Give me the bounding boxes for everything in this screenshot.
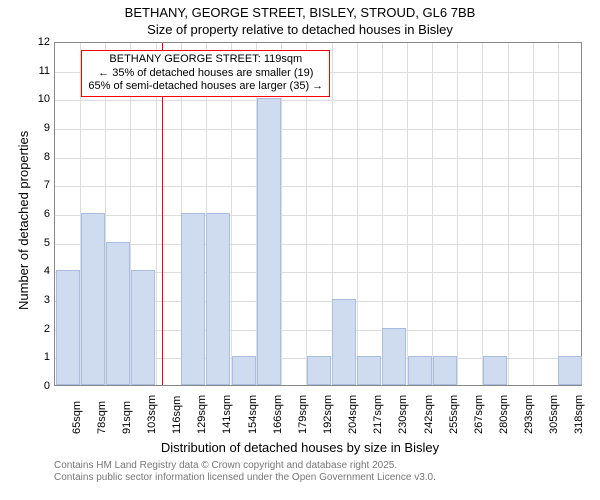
xtick-label: 91sqm <box>121 401 133 434</box>
gridline-v <box>533 43 534 385</box>
xtick-label: 267sqm <box>473 395 485 434</box>
xtick-label: 255sqm <box>448 395 460 434</box>
gridline-v <box>457 43 458 385</box>
xtick-label: 141sqm <box>221 395 233 434</box>
chart-title-line1: BETHANY, GEORGE STREET, BISLEY, STROUD, … <box>0 5 600 22</box>
gridline-v <box>482 43 483 385</box>
ytick-label: 11 <box>20 65 50 77</box>
ytick-label: 4 <box>20 265 50 277</box>
ytick-label: 12 <box>20 36 50 48</box>
gridline-v <box>558 43 559 385</box>
bar <box>131 270 155 385</box>
bar <box>382 328 406 385</box>
bar <box>106 242 130 385</box>
xtick-label: 305sqm <box>548 395 560 434</box>
xtick-label: 78sqm <box>96 401 108 434</box>
annotation-line3: 65% of semi-detached houses are larger (… <box>88 80 323 94</box>
xtick-label: 318sqm <box>573 395 585 434</box>
bar <box>307 356 331 385</box>
gridline-v <box>357 43 358 385</box>
xtick-label: 116sqm <box>171 396 183 434</box>
xtick-label: 204sqm <box>347 395 359 434</box>
bar <box>206 213 230 385</box>
bar <box>232 356 256 385</box>
xtick-label: 103sqm <box>146 395 158 434</box>
footnote-line2: Contains public sector information licen… <box>54 472 436 484</box>
footnote-line1: Contains HM Land Registry data © Crown c… <box>54 460 436 472</box>
plot-area: BETHANY GEORGE STREET: 119sqm ← 35% of d… <box>54 42 582 386</box>
ytick-label: 9 <box>20 122 50 134</box>
xtick-label: 192sqm <box>322 395 334 434</box>
xaxis-title: Distribution of detached houses by size … <box>0 440 600 455</box>
bar <box>558 356 582 385</box>
xtick-label: 129sqm <box>196 395 208 434</box>
ytick-label: 0 <box>20 380 50 392</box>
gridline-h <box>55 215 581 216</box>
gridline-v <box>407 43 408 385</box>
xtick-label: 65sqm <box>71 401 83 434</box>
bar <box>81 213 105 385</box>
ytick-label: 7 <box>20 179 50 191</box>
gridline-h <box>55 186 581 187</box>
xtick-label: 179sqm <box>297 395 309 434</box>
ytick-label: 1 <box>20 351 50 363</box>
ytick-label: 10 <box>20 93 50 105</box>
xtick-label: 166sqm <box>272 395 284 434</box>
xtick-label: 230sqm <box>397 395 409 434</box>
chart-titles: BETHANY, GEORGE STREET, BISLEY, STROUD, … <box>0 5 600 39</box>
bar <box>408 356 432 385</box>
bar <box>332 299 356 385</box>
footnote: Contains HM Land Registry data © Crown c… <box>54 460 436 484</box>
gridline-h <box>55 158 581 159</box>
annotation-line2: ← 35% of detached houses are smaller (19… <box>88 67 323 81</box>
ytick-label: 2 <box>20 323 50 335</box>
bar <box>357 356 381 385</box>
gridline-h <box>55 100 581 101</box>
chart-title-line2: Size of property relative to detached ho… <box>0 22 600 39</box>
ytick-label: 8 <box>20 151 50 163</box>
gridline-h <box>55 244 581 245</box>
bar <box>433 356 457 385</box>
xtick-label: 217sqm <box>372 395 384 434</box>
chart-root: BETHANY, GEORGE STREET, BISLEY, STROUD, … <box>0 0 600 500</box>
annotation-box: BETHANY GEORGE STREET: 119sqm ← 35% of d… <box>81 50 330 97</box>
annotation-line1: BETHANY GEORGE STREET: 119sqm <box>88 53 323 67</box>
xtick-label: 280sqm <box>498 395 510 434</box>
bar <box>483 356 507 385</box>
gridline-v <box>508 43 509 385</box>
xtick-label: 242sqm <box>423 395 435 434</box>
xtick-label: 154sqm <box>247 395 259 434</box>
ytick-label: 6 <box>20 208 50 220</box>
bar <box>181 213 205 385</box>
xtick-label: 293sqm <box>523 395 535 434</box>
ytick-label: 5 <box>20 237 50 249</box>
ytick-label: 3 <box>20 294 50 306</box>
bar <box>257 98 281 385</box>
gridline-v <box>432 43 433 385</box>
gridline-h <box>55 129 581 130</box>
bar <box>56 270 80 385</box>
